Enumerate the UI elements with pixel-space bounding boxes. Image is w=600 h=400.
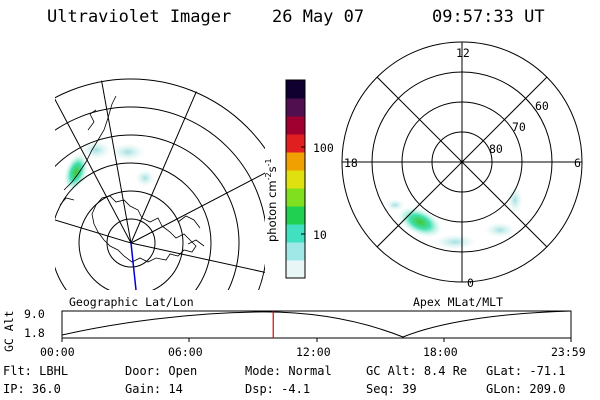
info-glat: GLat: -71.1 bbox=[486, 364, 566, 378]
altitude-ytick-max: 9.0 bbox=[24, 307, 45, 321]
sub-satellite-track bbox=[130, 242, 137, 290]
mlt-label-bottom: 0 bbox=[467, 276, 474, 290]
info-gain: Gain: 14 bbox=[125, 382, 183, 396]
mlat-label-60: 60 bbox=[535, 99, 549, 113]
info-mode: Mode: Normal bbox=[245, 364, 332, 378]
altitude-xtick-1: 06:00 bbox=[168, 345, 203, 359]
geographic-map-label: Geographic Lat/Lon bbox=[69, 295, 194, 309]
info-gc-alt: GC Alt: 8.4 Re bbox=[366, 364, 468, 378]
colorbar-tick-100: 100 bbox=[313, 141, 334, 155]
colorbar-frame bbox=[285, 79, 306, 279]
colorbar-segment bbox=[286, 98, 305, 117]
mlt-label-right: 6 bbox=[574, 156, 581, 170]
mlt-label-top: 12 bbox=[456, 46, 470, 60]
info-filter: Flt: LBHL bbox=[3, 364, 69, 378]
magnetic-polar-map bbox=[341, 41, 583, 283]
colorbar-segment bbox=[286, 242, 305, 261]
time-label: 09:57:33 UT bbox=[432, 7, 545, 27]
geographic-map bbox=[55, 78, 265, 290]
colorbar-segment bbox=[286, 224, 305, 243]
colorbar-segment bbox=[286, 170, 305, 189]
altitude-xtick-4: 23:59 bbox=[551, 345, 586, 359]
info-seq: Seq: 39 bbox=[366, 382, 417, 396]
altitude-ytick-min: 1.8 bbox=[24, 326, 45, 340]
colorbar-segment bbox=[286, 260, 305, 279]
altitude-xtick-3: 18:00 bbox=[423, 345, 458, 359]
colorbar-tick-10: 10 bbox=[313, 228, 327, 242]
info-glon: GLon: 209.0 bbox=[486, 382, 566, 396]
colorbar-segment bbox=[286, 152, 305, 171]
info-door: Door: Open bbox=[125, 364, 198, 378]
colorbar-unit-label: photon cm-2s-1 bbox=[264, 158, 279, 242]
colorbar bbox=[285, 79, 306, 279]
colorbar-segment bbox=[286, 134, 305, 153]
date-label: 26 May 07 bbox=[272, 7, 365, 27]
info-dsp: Dsp: -4.1 bbox=[245, 382, 311, 396]
mlat-label-70: 70 bbox=[512, 120, 526, 134]
instrument-title: Ultraviolet Imager bbox=[47, 7, 232, 27]
altitude-ylabel: GC Alt bbox=[2, 310, 16, 352]
altitude-xtick-0: 00:00 bbox=[40, 345, 75, 359]
info-ip: IP: 36.0 bbox=[3, 382, 61, 396]
aurora-emission-left bbox=[63, 152, 89, 192]
coastline bbox=[91, 195, 197, 263]
altitude-xtick-2: 12:00 bbox=[296, 345, 331, 359]
colorbar-segment bbox=[286, 188, 305, 207]
magnetic-map-label: Apex MLat/MLT bbox=[413, 295, 504, 309]
mlt-label-left: 18 bbox=[344, 156, 358, 170]
colorbar-segment bbox=[286, 80, 305, 99]
altitude-plot bbox=[61, 310, 572, 342]
aurora-emission-right bbox=[397, 206, 443, 238]
colorbar-segment bbox=[286, 116, 305, 135]
altitude-curve bbox=[61, 310, 572, 338]
mlat-label-80: 80 bbox=[489, 142, 503, 156]
colorbar-segment bbox=[286, 206, 305, 225]
